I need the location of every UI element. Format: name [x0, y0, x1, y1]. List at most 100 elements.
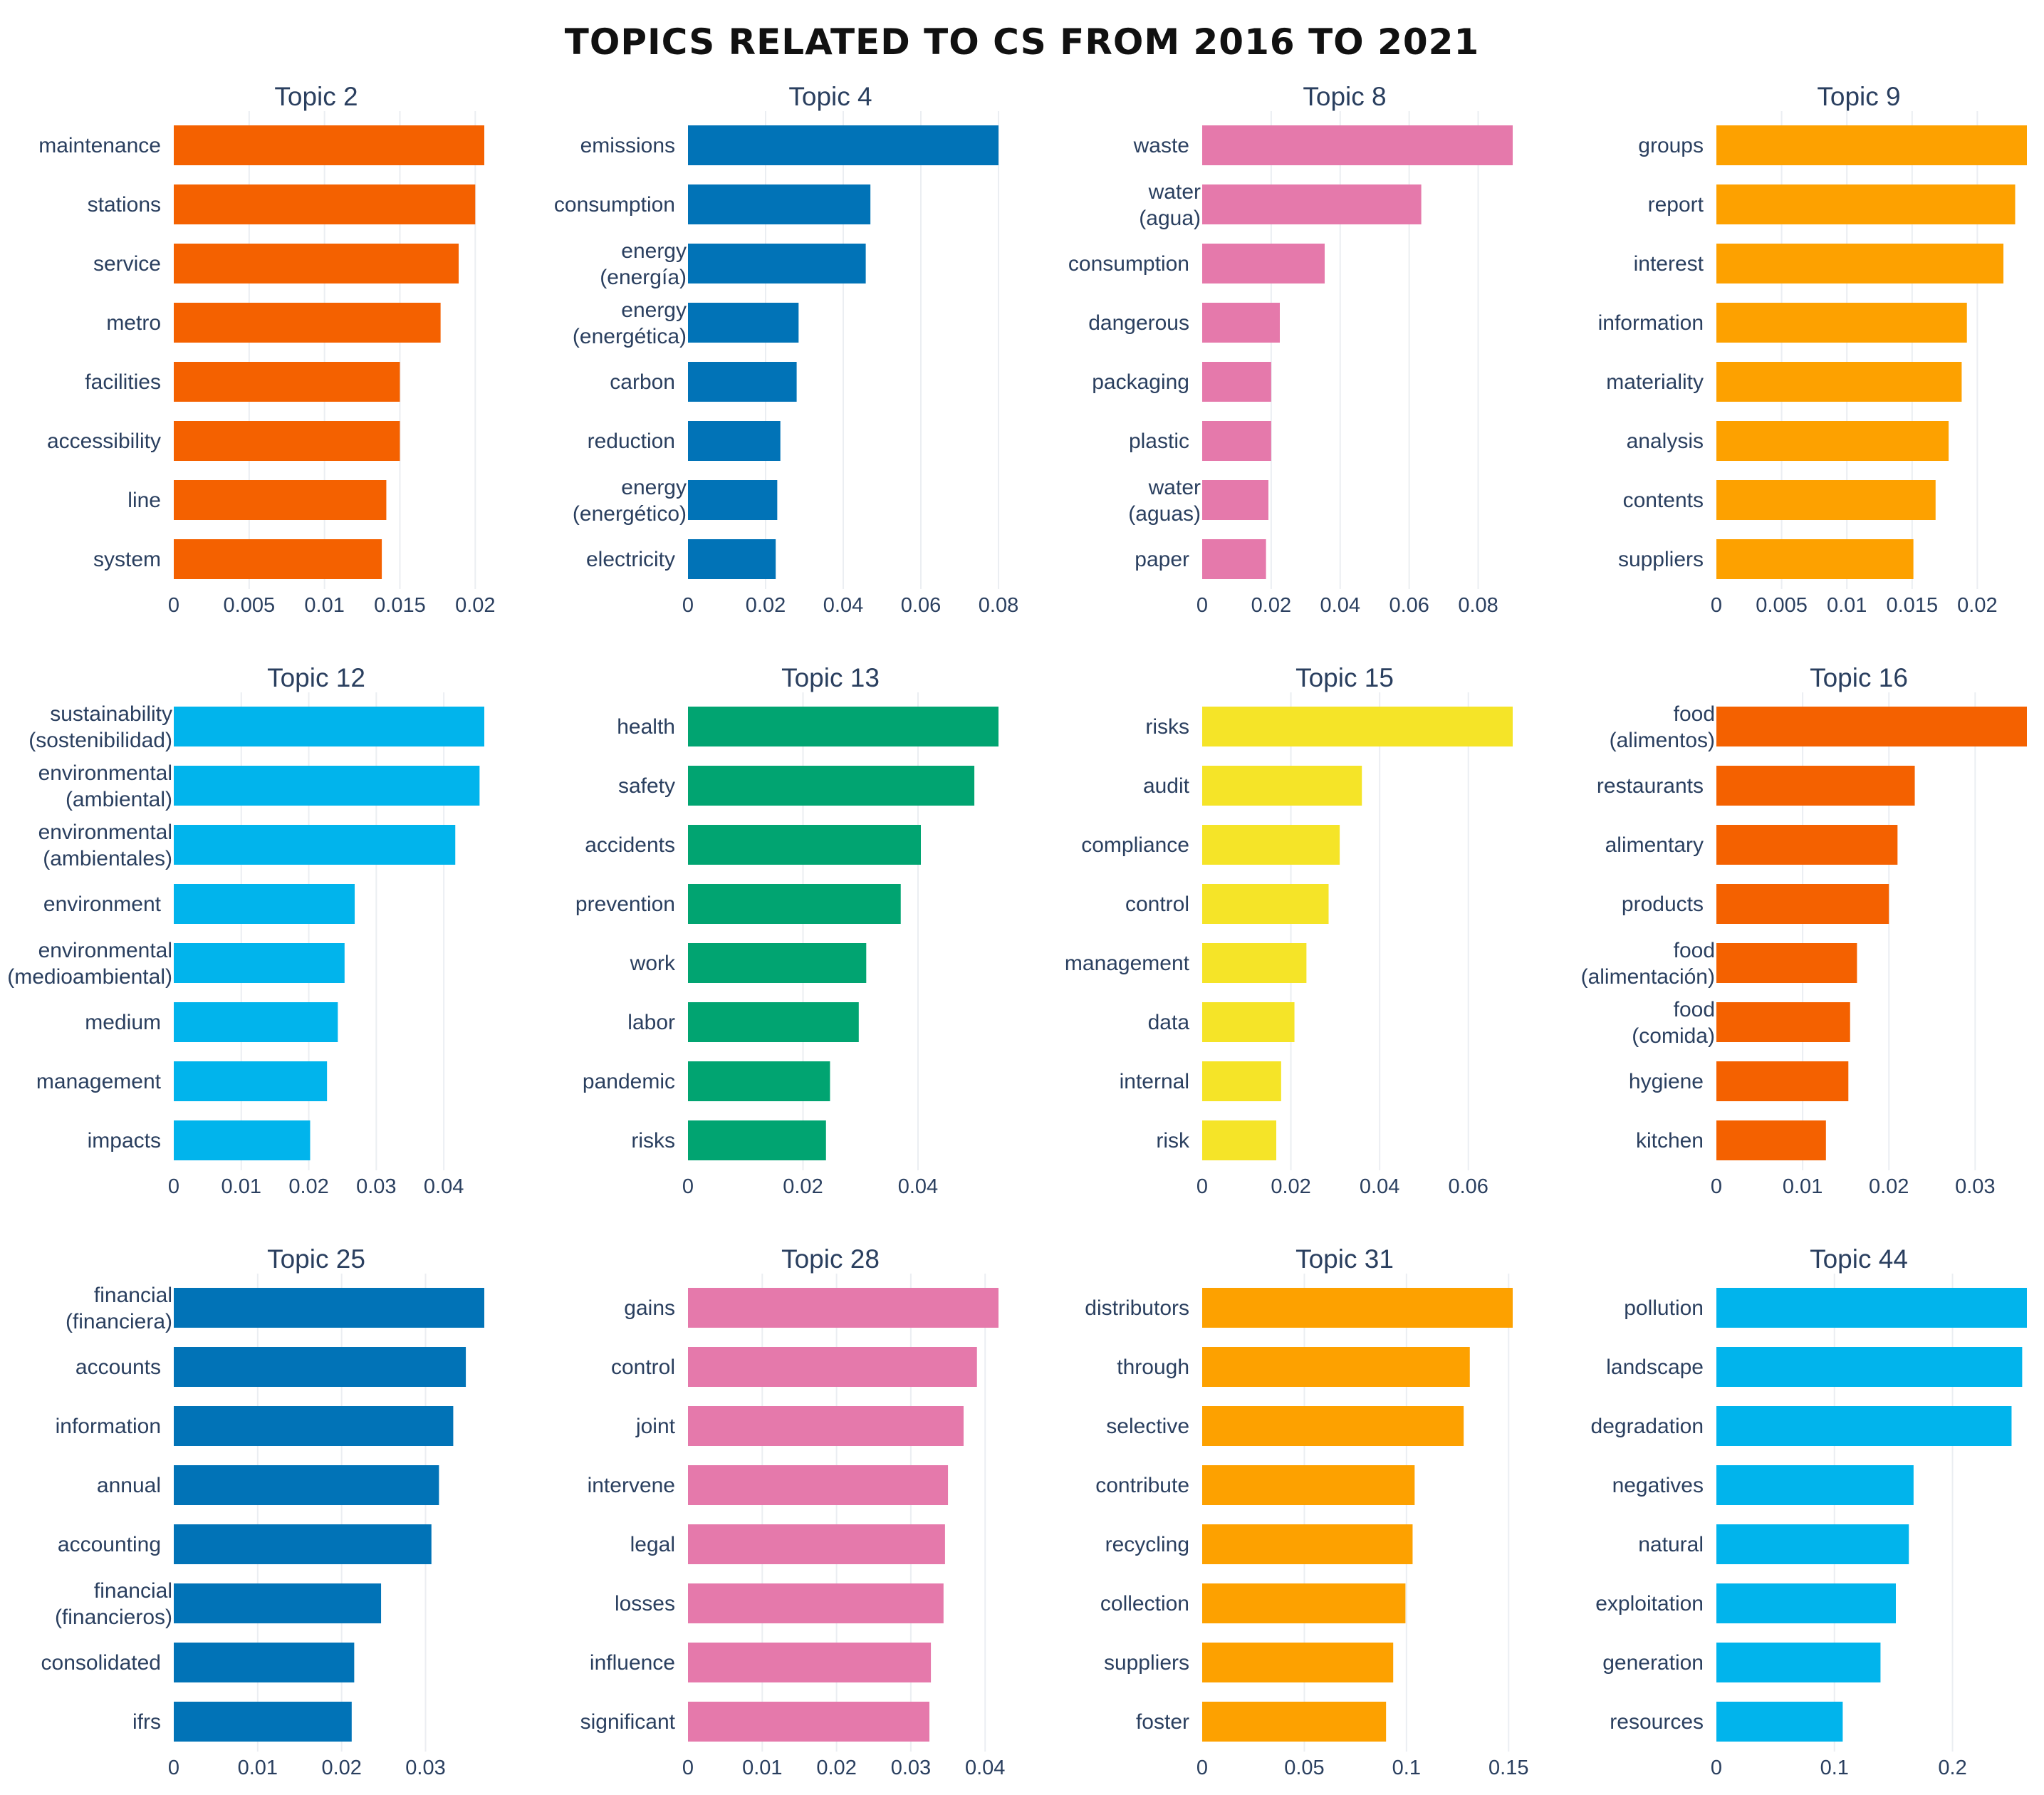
- tick-label: 0.1: [1392, 1757, 1421, 1779]
- bar: [1716, 1583, 1896, 1623]
- bar: [1716, 303, 1967, 343]
- bar: [1716, 707, 2027, 746]
- category-label: natural: [1638, 1533, 1704, 1556]
- category-label: safety: [618, 774, 675, 798]
- category-label: landscape: [1606, 1356, 1704, 1379]
- category-label: plastic: [1129, 430, 1189, 453]
- category-label: financial (financieros): [55, 1579, 172, 1629]
- category-label: products: [1622, 893, 1704, 916]
- bar: [688, 184, 871, 224]
- tick-label: 0.02: [816, 1757, 856, 1779]
- category-label: environmental (ambientales): [38, 821, 172, 870]
- category-label: waste: [1133, 134, 1189, 157]
- bar: [688, 1465, 949, 1505]
- bar: [1202, 244, 1325, 283]
- bar: [1716, 421, 1949, 461]
- bar: [174, 1702, 352, 1742]
- tick-label: 0.01: [1783, 1175, 1823, 1198]
- bar: [1716, 1524, 1909, 1564]
- tick-label: 0.03: [1955, 1175, 1995, 1198]
- tick-label: 0.04: [424, 1175, 464, 1198]
- bar: [1202, 1347, 1470, 1387]
- category-label-line: (energético): [573, 502, 687, 526]
- category-label: intervene: [588, 1474, 675, 1497]
- panel-title: Topic 16: [1810, 663, 1908, 692]
- category-label: health: [617, 715, 675, 739]
- tick-label: 0.04: [1320, 594, 1360, 617]
- bar: [174, 539, 382, 579]
- category-label: losses: [615, 1592, 675, 1616]
- category-label: materiality: [1606, 370, 1704, 394]
- chart-topic-31: Topic 31 distributors through selective cont…: [1085, 1244, 1528, 1779]
- tick-label: 0.1: [1820, 1757, 1849, 1779]
- category-label-line: environmental: [38, 761, 172, 785]
- bar: [174, 1406, 454, 1446]
- category-label-line: financial: [94, 1284, 172, 1307]
- bar: [1716, 362, 1962, 402]
- category-label: data: [1148, 1011, 1190, 1034]
- category-label-line: (alimentos): [1610, 729, 1715, 752]
- category-label: joint: [635, 1415, 676, 1438]
- bar: [174, 480, 387, 520]
- bar: [688, 707, 998, 746]
- category-label: generation: [1602, 1651, 1704, 1675]
- category-label: degradation: [1591, 1415, 1704, 1438]
- bar: [174, 1643, 355, 1682]
- category-label-line: (agua): [1139, 207, 1201, 230]
- category-label: management: [36, 1070, 162, 1093]
- category-label: influence: [590, 1651, 675, 1675]
- category-label: work: [630, 952, 676, 975]
- chart-topic-4: Topic 4 emissions consumption energy (energí…: [554, 82, 1018, 617]
- bar: [1202, 421, 1271, 461]
- panel-title: Topic 13: [781, 663, 880, 692]
- category-label: suppliers: [1618, 548, 1704, 571]
- bar: [174, 244, 459, 283]
- category-label-line: food: [1674, 998, 1715, 1021]
- category-label: negatives: [1612, 1474, 1704, 1497]
- bar: [688, 1120, 826, 1160]
- panel-title: Topic 25: [267, 1244, 365, 1274]
- category-label: hygiene: [1629, 1070, 1704, 1093]
- tick-label: 0: [1711, 1757, 1722, 1779]
- category-label: internal: [1120, 1070, 1189, 1093]
- chart-topic-12: Topic 12 sustainability (sostenibilidad) en…: [7, 663, 484, 1198]
- bar: [174, 884, 355, 924]
- category-label: accessibility: [47, 430, 161, 453]
- bar: [1202, 1406, 1464, 1446]
- tick-label: 0.02: [1957, 594, 1997, 617]
- bar: [1202, 1465, 1415, 1505]
- category-label-line: sustainability: [50, 702, 172, 726]
- category-label: resources: [1610, 1710, 1704, 1734]
- bar: [1202, 707, 1513, 746]
- category-label: paper: [1135, 548, 1189, 571]
- tick-label: 0.02: [455, 594, 495, 617]
- category-label: emissions: [580, 134, 675, 157]
- bar: [174, 1583, 382, 1623]
- category-label-line: environmental: [38, 939, 172, 962]
- chart-topic-16: Topic 16 food (alimentos) restaurants alimen…: [1581, 663, 2027, 1198]
- category-label-line: water: [1148, 180, 1201, 204]
- category-label: impacts: [88, 1129, 161, 1153]
- category-label-line: (financieros): [55, 1606, 172, 1629]
- category-label: information: [1598, 311, 1704, 335]
- chart-topic-28: Topic 28 gains control joint intervene legal l…: [580, 1244, 1006, 1779]
- category-label: ifrs: [132, 1710, 161, 1734]
- bar: [1716, 825, 1898, 865]
- category-label: management: [1065, 952, 1190, 975]
- tick-label: 0.06: [1448, 1175, 1488, 1198]
- panel-title: Topic 31: [1295, 1244, 1394, 1274]
- tick-label: 0.2: [1938, 1757, 1966, 1779]
- category-label: gains: [624, 1296, 675, 1320]
- bar: [688, 1702, 929, 1742]
- category-label: energy (energía): [600, 239, 687, 289]
- tick-label: 0.02: [288, 1175, 328, 1198]
- tick-label: 0.015: [374, 594, 426, 617]
- category-label: through: [1117, 1356, 1189, 1379]
- tick-label: 0: [168, 1757, 179, 1779]
- tick-label: 0: [682, 1175, 694, 1198]
- bar: [174, 1120, 311, 1160]
- bar: [174, 1347, 466, 1387]
- bar: [1202, 1524, 1413, 1564]
- bar: [1202, 362, 1271, 402]
